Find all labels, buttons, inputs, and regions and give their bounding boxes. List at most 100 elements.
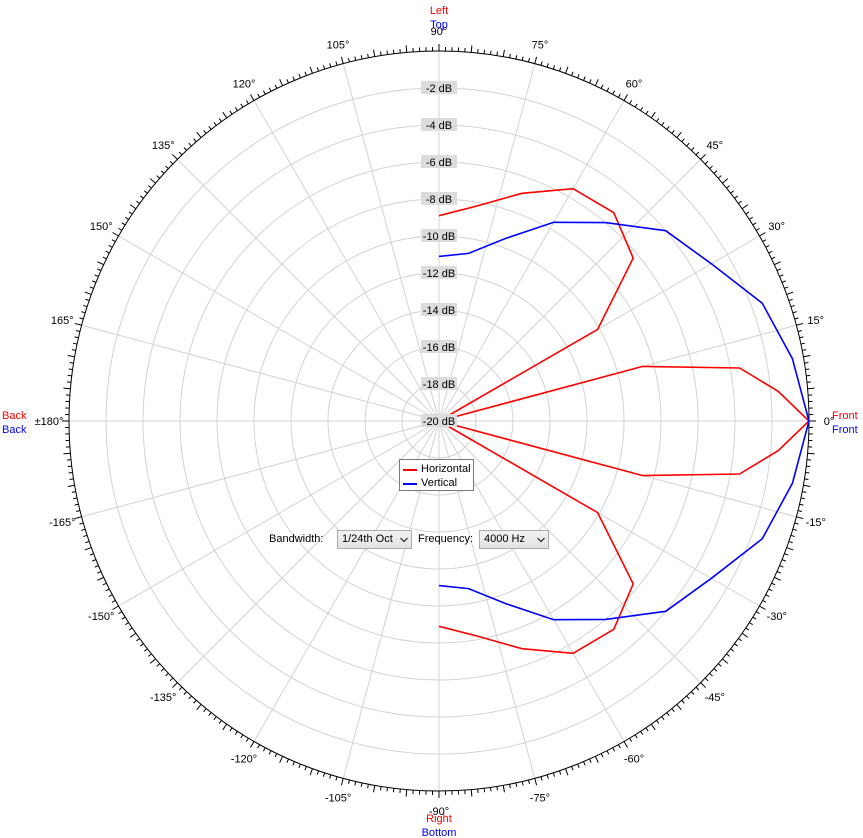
- angle-tick: [257, 744, 261, 749]
- angle-tick: [129, 632, 137, 638]
- angle-tick-label: -75°: [530, 793, 550, 805]
- angle-tick: [183, 147, 188, 151]
- angle-tick-label: -60°: [624, 754, 644, 766]
- angle-tick: [309, 66, 313, 74]
- angle-tick: [776, 268, 781, 271]
- angle-tick: [666, 712, 670, 717]
- angle-tick-label: ±180°: [35, 416, 64, 428]
- angle-tick: [734, 195, 738, 199]
- angle-tick: [661, 122, 665, 126]
- angle-tick: [752, 222, 757, 226]
- angle-tick: [804, 361, 809, 364]
- angle-tick: [794, 522, 799, 525]
- angle-tick: [329, 63, 332, 68]
- angle-tick: [97, 576, 104, 581]
- angle-tick: [292, 761, 295, 766]
- angle-tick: [348, 779, 350, 785]
- db-label: -20 dB: [421, 414, 457, 428]
- angle-tick: [67, 484, 75, 487]
- angle-tick: [762, 599, 767, 603]
- angle-tick: [118, 227, 123, 231]
- grid-spoke: [342, 63, 440, 422]
- angle-tick: [686, 142, 690, 147]
- angle-tick: [774, 261, 781, 266]
- angle-tick-label: 60°: [626, 78, 643, 90]
- db-label-bg: [421, 266, 457, 279]
- angle-tick-label: 45°: [706, 140, 723, 152]
- angle-tick: [143, 648, 148, 652]
- angle-tick: [234, 107, 238, 111]
- angle-tick-label: -15°: [806, 517, 826, 529]
- grid-spoke: [438, 63, 536, 422]
- angle-tick: [360, 782, 363, 787]
- axis-labels: -2 dB -4 dB -6 dB -8 dB -10 dB -12 dB -14 dB -1…: [35, 26, 835, 818]
- angle-tick: [768, 588, 773, 592]
- direction-label-bottom-2: Bottom: [422, 827, 457, 838]
- angle-tick: [105, 250, 110, 254]
- angle-tick: [650, 111, 656, 119]
- angle-tick: [765, 594, 770, 598]
- db-label: -2 dB: [421, 81, 457, 95]
- angle-tick: [606, 750, 610, 755]
- angle-tick: [136, 200, 140, 204]
- angle-tick: [546, 63, 549, 68]
- angle-tick: [84, 291, 92, 295]
- angle-tick: [111, 239, 116, 243]
- angle-tick: [528, 779, 530, 785]
- direction-label-left-2: Back: [2, 424, 27, 436]
- angle-tick: [405, 45, 408, 53]
- angle-tick: [193, 138, 197, 143]
- db-label: -10 dB: [421, 229, 457, 243]
- angle-tick: [792, 311, 797, 314]
- angle-tick: [73, 497, 78, 500]
- grid-spoke: [177, 420, 440, 683]
- angle-tick: [322, 772, 326, 777]
- angle-tick: [128, 211, 133, 215]
- angle-tick: [600, 753, 604, 758]
- angle-tick: [700, 154, 706, 160]
- angle-tick: [329, 774, 332, 779]
- angle-tick-label: -30°: [767, 611, 787, 623]
- angle-tick: [786, 547, 794, 551]
- angle-tick: [650, 723, 656, 731]
- bandwidth-select[interactable]: 1/24th Oct: [337, 530, 412, 549]
- direction-label-top-2: Top: [430, 19, 448, 31]
- bandwidth-select-value: 1/24th Oct: [342, 533, 393, 545]
- angle-tick: [589, 79, 592, 84]
- db-label-bg: [421, 81, 457, 94]
- angle-tick: [208, 712, 212, 717]
- series-lines: [438, 187, 811, 655]
- db-tick-label: -16 dB: [423, 342, 455, 354]
- angle-tick: [759, 232, 766, 237]
- angle-tick: [800, 497, 805, 500]
- angle-tick-label: -150°: [88, 611, 114, 623]
- angle-tick: [379, 786, 382, 791]
- angle-tick: [309, 768, 313, 776]
- db-label: -18 dB: [421, 377, 457, 391]
- angle-tick: [193, 699, 197, 704]
- angle-tick: [102, 256, 107, 260]
- db-tick-label: -2 dB: [426, 83, 452, 95]
- angle-tick: [165, 672, 169, 677]
- angle-tick: [771, 582, 776, 586]
- angle-tick: [792, 528, 797, 531]
- angle-tick: [489, 787, 492, 792]
- angle-tick: [589, 758, 592, 763]
- angle-tick: [623, 94, 628, 101]
- angle-tick: [755, 227, 760, 231]
- angle-tick: [183, 691, 188, 695]
- angle-tick-label: 165°: [51, 315, 74, 327]
- angle-tick: [74, 516, 82, 520]
- angle-tick: [304, 766, 307, 771]
- angle-tick: [802, 349, 807, 351]
- angle-tick: [612, 747, 616, 752]
- angle-tick: [713, 668, 718, 672]
- angle-tick-label: -120°: [231, 754, 257, 766]
- angle-tick: [68, 368, 73, 371]
- db-label-bg: [421, 414, 457, 427]
- db-label: -12 dB: [421, 266, 457, 280]
- angle-tick: [222, 723, 228, 731]
- frequency-select[interactable]: 4000 Hz: [479, 530, 549, 549]
- angle-tick: [583, 76, 586, 81]
- angle-tick: [262, 90, 266, 95]
